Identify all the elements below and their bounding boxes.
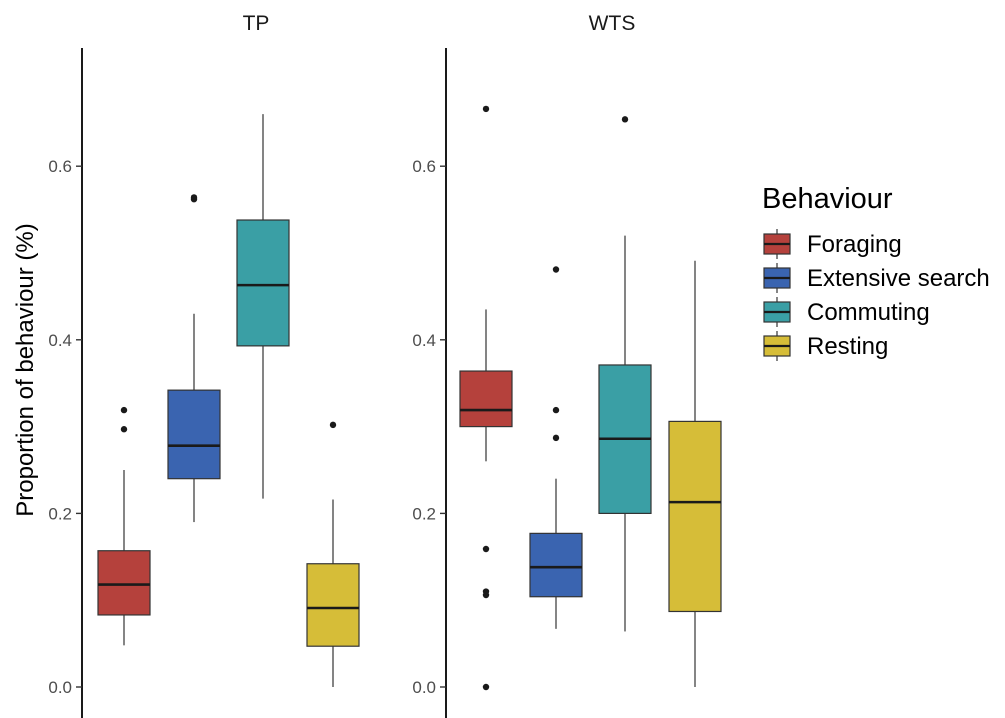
panel-wts: WTS 0.0 0.2 0.4 0.6 [412, 12, 722, 718]
outlier-point [190, 194, 198, 201]
legend: Behaviour Foraging Extensive search Commuti… [762, 183, 990, 361]
y-tick-label: 0.0 [412, 678, 436, 697]
box-commuting [598, 116, 652, 632]
outlier-point [482, 545, 490, 553]
outlier-point [120, 406, 128, 414]
box-resting [306, 421, 360, 687]
y-tick-label: 0.4 [48, 331, 72, 350]
box-foraging [97, 406, 151, 646]
legend-label: Resting [807, 333, 888, 360]
y-tick-label: 0.6 [412, 157, 436, 176]
box-extensive-search [167, 194, 221, 523]
y-axis-title: Proportion of behaviour (%) [12, 223, 39, 516]
legend-key [763, 331, 791, 361]
outlier-point [482, 105, 490, 113]
outlier-point [329, 421, 337, 429]
iqr-box [459, 370, 513, 428]
legend-title: Behaviour [762, 183, 893, 215]
outlier-point [552, 266, 560, 273]
facet-title: WTS [589, 12, 636, 35]
box-extensive-search [529, 266, 583, 629]
box-commuting [236, 114, 290, 499]
box-foraging [459, 105, 513, 691]
outlier-point [552, 434, 560, 442]
legend-label: Commuting [807, 299, 930, 326]
legend-label: Foraging [807, 231, 902, 258]
iqr-box [668, 420, 722, 613]
iqr-box [236, 219, 290, 347]
iqr-box [306, 563, 360, 647]
facet-title: TP [243, 12, 270, 35]
box-resting [668, 260, 722, 687]
y-tick-label: 0.2 [48, 504, 72, 523]
outlier-point [621, 116, 629, 123]
outlier-point [482, 683, 490, 691]
y-tick-label: 0.2 [412, 504, 436, 523]
legend-key [763, 263, 791, 293]
outlier-point [482, 588, 490, 595]
outlier-point [120, 426, 128, 433]
panel-tp: TP 0.0 0.2 0.4 0.6 [48, 12, 360, 718]
iqr-box [167, 389, 221, 480]
outlier-point [552, 406, 560, 414]
legend-key [763, 229, 791, 259]
y-tick-label: 0.0 [48, 678, 72, 697]
legend-key [763, 297, 791, 327]
iqr-box [97, 550, 151, 616]
facet-panels: TP 0.0 0.2 0.4 0.6 WTS 0.0 0.2 0.4 0.6 [48, 12, 722, 718]
iqr-box [529, 532, 583, 598]
y-tick-label: 0.6 [48, 157, 72, 176]
y-tick-label: 0.4 [412, 331, 436, 350]
legend-label: Extensive search [807, 265, 990, 292]
